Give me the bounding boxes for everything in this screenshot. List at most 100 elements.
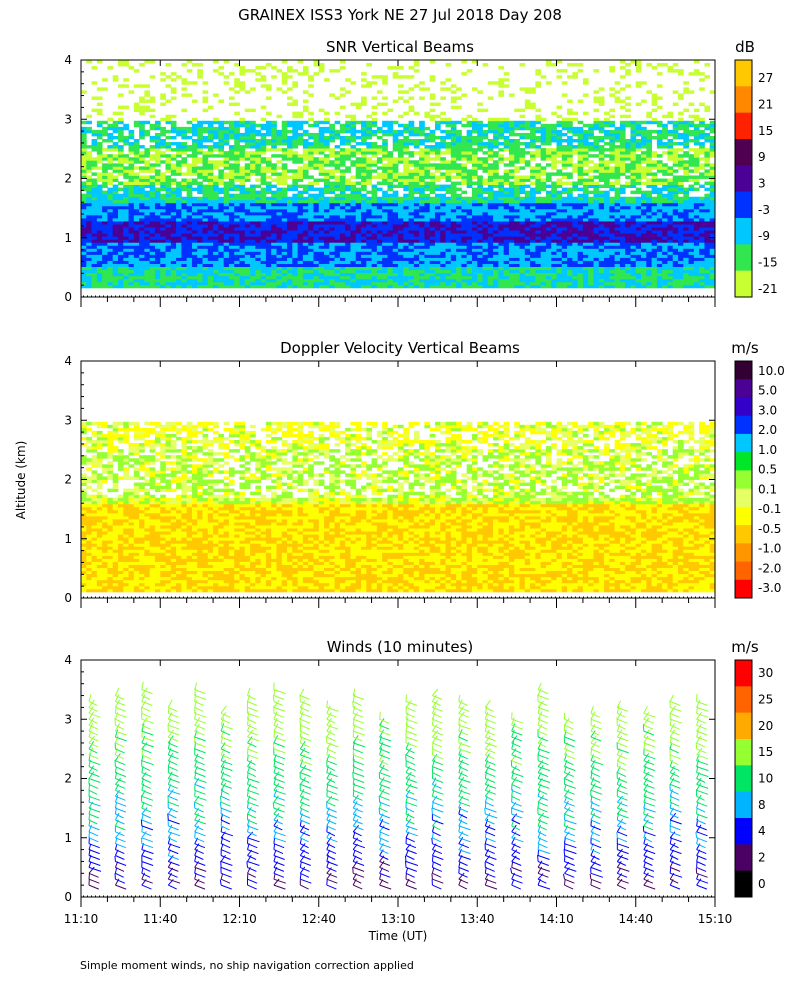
heatmap-cell bbox=[308, 275, 314, 280]
heatmap-cell bbox=[207, 172, 214, 176]
heatmap-cell bbox=[250, 160, 256, 164]
heatmap-cell bbox=[297, 154, 304, 158]
heatmap-cell bbox=[419, 266, 425, 271]
heatmap-cell bbox=[197, 245, 203, 249]
heatmap-cell bbox=[165, 254, 172, 258]
heatmap-cell bbox=[567, 187, 573, 192]
heatmap-cell bbox=[556, 196, 563, 201]
heatmap-cell bbox=[228, 211, 235, 216]
heatmap-cell bbox=[424, 114, 431, 119]
heatmap-cell bbox=[228, 224, 235, 228]
heatmap-cell bbox=[398, 184, 404, 189]
heatmap-cell bbox=[170, 142, 177, 146]
heatmap-cell bbox=[355, 227, 362, 231]
heatmap-cell bbox=[91, 166, 98, 170]
heatmap-cell bbox=[302, 263, 309, 268]
heatmap-cell bbox=[361, 135, 367, 140]
heatmap-cell bbox=[96, 187, 103, 192]
heatmap-cell bbox=[102, 257, 108, 261]
heatmap-cell bbox=[371, 175, 378, 179]
heatmap-cell bbox=[154, 160, 161, 164]
heatmap-cell bbox=[440, 172, 446, 176]
heatmap-cell bbox=[482, 254, 489, 258]
heatmap-cell bbox=[128, 236, 135, 240]
heatmap-cell bbox=[292, 154, 299, 158]
heatmap-cell bbox=[466, 202, 473, 207]
heatmap-cell bbox=[234, 263, 240, 268]
heatmap-cell bbox=[107, 157, 114, 161]
heatmap-cell bbox=[477, 281, 483, 286]
heatmap-cell bbox=[329, 181, 335, 185]
heatmap-cell bbox=[371, 236, 378, 240]
heatmap-cell bbox=[450, 199, 457, 204]
heatmap-cell bbox=[260, 84, 267, 88]
heatmap-cell bbox=[398, 208, 404, 213]
heatmap-cell bbox=[170, 242, 177, 246]
heatmap-cell bbox=[413, 275, 420, 280]
heatmap-cell bbox=[234, 239, 240, 243]
heatmap-cell bbox=[281, 154, 288, 158]
heatmap-cell bbox=[556, 129, 563, 134]
heatmap-cell bbox=[530, 284, 536, 289]
heatmap-cell bbox=[339, 199, 346, 204]
heatmap-cell bbox=[535, 148, 542, 152]
heatmap-cell bbox=[392, 190, 399, 195]
heatmap-cell bbox=[482, 129, 489, 134]
heatmap-cell bbox=[503, 251, 510, 255]
heatmap-cell bbox=[186, 221, 193, 225]
heatmap-cell bbox=[561, 233, 568, 237]
heatmap-cell bbox=[403, 218, 409, 222]
heatmap-cell bbox=[403, 99, 409, 103]
heatmap-cell bbox=[440, 239, 446, 243]
heatmap-cell bbox=[339, 93, 346, 97]
heatmap-cell bbox=[128, 269, 135, 274]
heatmap-cell bbox=[519, 208, 526, 213]
heatmap-cell bbox=[572, 281, 579, 286]
heatmap-cell bbox=[308, 242, 314, 246]
heatmap-cell bbox=[265, 278, 272, 283]
heatmap-cell bbox=[191, 145, 198, 149]
heatmap-cell bbox=[482, 196, 489, 201]
heatmap-cell bbox=[250, 142, 256, 146]
heatmap-cell bbox=[329, 199, 335, 204]
heatmap-cell bbox=[466, 184, 473, 189]
heatmap-cell bbox=[376, 257, 383, 261]
heatmap-cell bbox=[503, 218, 510, 222]
heatmap-cell bbox=[244, 202, 251, 207]
heatmap-cell bbox=[408, 66, 415, 70]
heatmap-cell bbox=[170, 157, 177, 161]
heatmap-cell bbox=[218, 172, 225, 176]
heatmap-cell bbox=[287, 211, 293, 216]
heatmap-cell bbox=[471, 163, 478, 167]
heatmap-cell bbox=[239, 135, 246, 140]
heatmap-cell bbox=[450, 208, 457, 213]
heatmap-cell bbox=[387, 260, 394, 264]
heatmap-cell bbox=[440, 275, 446, 280]
heatmap-cell bbox=[329, 93, 335, 97]
heatmap-cell bbox=[197, 181, 203, 185]
heatmap-cell bbox=[308, 93, 314, 97]
heatmap-cell bbox=[281, 75, 288, 79]
heatmap-cell bbox=[545, 245, 552, 249]
heatmap-cell bbox=[361, 199, 367, 204]
heatmap-cell bbox=[318, 208, 325, 213]
heatmap-cell bbox=[345, 187, 351, 192]
heatmap-cell bbox=[292, 239, 299, 243]
heatmap-cell bbox=[191, 129, 198, 134]
heatmap-cell bbox=[429, 135, 436, 140]
heatmap-cell bbox=[176, 236, 182, 240]
heatmap-cell bbox=[466, 169, 473, 173]
heatmap-cell bbox=[392, 260, 399, 264]
heatmap-cell bbox=[176, 129, 182, 134]
heatmap-cell bbox=[329, 284, 335, 289]
heatmap-cell bbox=[445, 160, 452, 164]
heatmap-cell bbox=[271, 214, 277, 219]
heatmap-cell bbox=[160, 145, 166, 149]
heatmap-cell bbox=[514, 211, 520, 216]
heatmap-cell bbox=[181, 205, 188, 210]
heatmap-cell bbox=[440, 139, 446, 143]
heatmap-cell bbox=[276, 248, 283, 252]
heatmap-cell bbox=[244, 218, 251, 222]
heatmap-cell bbox=[535, 248, 542, 252]
heatmap-cell bbox=[86, 218, 92, 222]
